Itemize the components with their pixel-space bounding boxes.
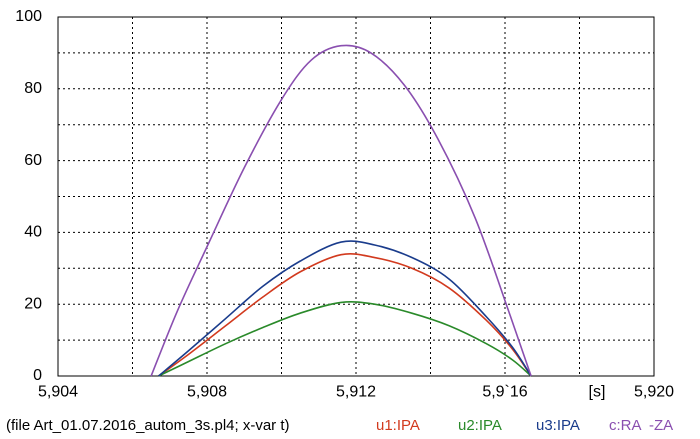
series-line-4 (150, 44, 532, 377)
series-lines (150, 44, 532, 377)
file-info: (file Art_01.07.2016_autom_3s.pl4; x-var… (6, 417, 290, 434)
legend-entry: u1:IPA (376, 417, 420, 434)
series-line-2 (158, 300, 532, 377)
series-line-3 (158, 240, 532, 377)
x-tick-label: 5,912 (336, 383, 376, 400)
legend-entry: c:RA -ZA (609, 417, 673, 434)
y-tick-label: 40 (24, 224, 42, 241)
legend-entry: u2:IPA (458, 417, 502, 434)
x-tick-label: 5,908 (187, 383, 227, 400)
x-tick-label: 5,9`16 (482, 383, 527, 400)
y-tick-label: 100 (15, 8, 42, 25)
y-tick-label: 20 (24, 295, 42, 312)
y-tick-label: 0 (33, 367, 42, 384)
legend-entry: u3:IPA (536, 417, 580, 434)
x-axis-ticks: 5,904 5,908 5,912 5,9`16 5,920 (38, 383, 674, 400)
x-unit-label: [s] (589, 383, 606, 400)
x-tick-label: 5,920 (634, 383, 674, 400)
grid (58, 17, 654, 376)
y-tick-label: 60 (24, 152, 42, 169)
plot-area-frame (57, 16, 655, 377)
y-tick-label: 80 (24, 80, 42, 97)
legend: u1:IPA u2:IPA u3:IPA c:RA -ZA (376, 417, 673, 434)
series-line-1 (158, 252, 532, 377)
y-axis-ticks: 0 20 40 60 80 100 (15, 8, 42, 384)
x-tick-label: 5,904 (38, 383, 78, 400)
